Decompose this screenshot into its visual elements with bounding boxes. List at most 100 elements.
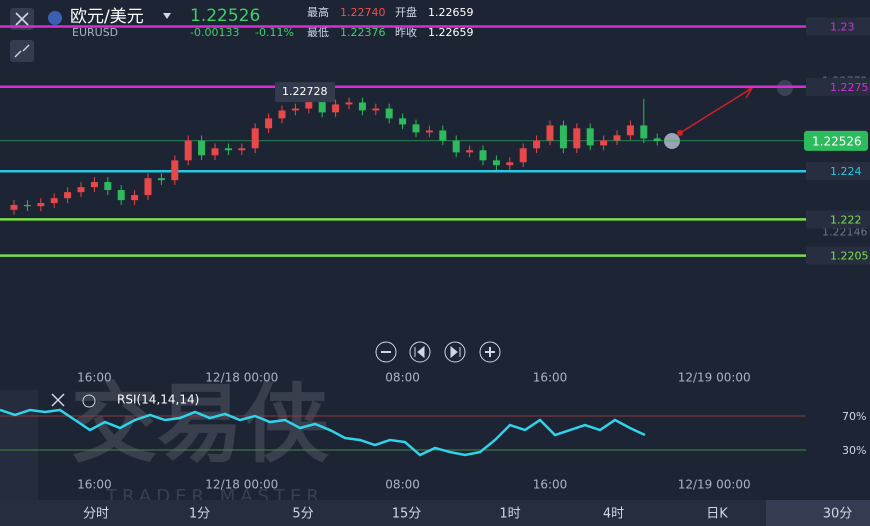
level-label: 1.2205 (830, 250, 869, 263)
candle-body (318, 98, 326, 113)
x-tick-label: 08:00 (385, 371, 420, 385)
candle-body (332, 104, 340, 113)
tab[interactable]: 5分 (292, 507, 313, 522)
candle-body (291, 108, 299, 111)
x-tick-label: 08:00 (385, 478, 420, 492)
high-label: 最高 (307, 5, 329, 19)
candle-body (278, 110, 286, 119)
level-label: 1.23 (830, 21, 855, 34)
high: 1.22740 (340, 6, 386, 19)
tab[interactable]: 30分 (823, 507, 853, 522)
arrow-anchor (677, 130, 683, 136)
flag (48, 11, 62, 25)
candle-body (37, 203, 45, 207)
candle-body (586, 128, 594, 146)
open-label: 开盘 (395, 5, 417, 19)
level-tag (806, 77, 870, 96)
tab[interactable]: 日K (706, 507, 728, 522)
x-tick-label: 12/19 00:00 (678, 478, 751, 492)
rsi-tick-label: 70% (842, 410, 866, 423)
tab-active-bg (766, 500, 870, 526)
pair[interactable]: 欧元/美元 (70, 7, 144, 27)
candle-body (198, 140, 206, 156)
candle-body (640, 125, 648, 139)
level-tag (806, 17, 870, 36)
candle-body (452, 140, 460, 153)
candle-body (372, 108, 380, 111)
level-label: 1.222 (830, 213, 862, 226)
candle-body (50, 198, 58, 204)
candle-body (492, 160, 500, 166)
candle-body (653, 138, 661, 141)
level-label: 1.2275 (830, 81, 869, 94)
tab-bar (0, 500, 870, 526)
next-button[interactable] (444, 341, 466, 363)
dropdown[interactable] (163, 13, 171, 19)
candle-body (533, 140, 541, 149)
low-label: 最低 (307, 26, 329, 39)
level-tag (806, 162, 870, 181)
level-label: 1.224 (830, 165, 862, 178)
tab[interactable]: 1分 (189, 507, 210, 522)
candle-body (506, 162, 514, 166)
tab[interactable]: 分时 (83, 507, 109, 522)
zoom-controls (375, 341, 501, 363)
tab[interactable]: 4时 (603, 507, 624, 522)
x-tick-label: 12/18 00:00 (205, 478, 278, 492)
rsi-settings[interactable] (82, 394, 96, 408)
candle-body (117, 190, 125, 201)
level-tag (806, 210, 870, 229)
max-label: 1.22728 (282, 85, 328, 98)
candle-body (613, 135, 621, 141)
prev-button[interactable] (409, 341, 431, 363)
candle-body (439, 130, 447, 141)
rsi-close[interactable] (51, 393, 65, 407)
current-tag (804, 130, 868, 151)
change: -0.00133 (190, 26, 239, 39)
candle-body (251, 128, 259, 149)
tab[interactable]: 15分 (392, 507, 422, 522)
max-tag (275, 82, 335, 103)
x-tick-label: 16:00 (533, 371, 568, 385)
candle-body (358, 102, 366, 111)
candle-body (600, 140, 608, 146)
candle-body (412, 124, 420, 133)
tab[interactable]: 1时 (499, 507, 520, 522)
candle-body (184, 140, 192, 161)
current-label: 1.22526 (812, 134, 862, 148)
y-tick-label: 1.22146 (822, 225, 868, 238)
symbol: EURUSD (72, 26, 118, 39)
x-tick-label: 16:00 (77, 371, 112, 385)
candle-body (479, 150, 487, 161)
candle-body (466, 150, 474, 153)
candle-body (265, 118, 273, 129)
candle-body (90, 182, 98, 188)
candle-body (77, 187, 85, 193)
x-tick-label: 16:00 (77, 478, 112, 492)
candle-body (64, 192, 72, 199)
candle-body (573, 128, 581, 149)
candle-body (546, 125, 554, 141)
prev-label: 昨收 (395, 25, 417, 39)
collapse-button[interactable] (10, 40, 34, 62)
zoom-out[interactable] (375, 341, 397, 363)
candle-body (171, 160, 179, 181)
candle-body (385, 108, 393, 119)
low: 1.22376 (340, 26, 386, 39)
candle-body (345, 102, 353, 105)
candle-body (626, 125, 634, 136)
zoom-in[interactable] (479, 341, 501, 363)
candle-body (23, 204, 31, 207)
candle-body (144, 178, 152, 196)
candle-body (157, 178, 165, 181)
candle-body (131, 195, 139, 201)
candle-body (10, 204, 18, 210)
level-tag (806, 246, 870, 265)
candle-body (399, 118, 407, 125)
close-icon (15, 12, 29, 26)
x-tick-label: 12/19 00:00 (678, 371, 751, 385)
candle-body (559, 125, 567, 149)
rsi-line (0, 408, 646, 457)
prev: 1.22659 (428, 26, 474, 39)
